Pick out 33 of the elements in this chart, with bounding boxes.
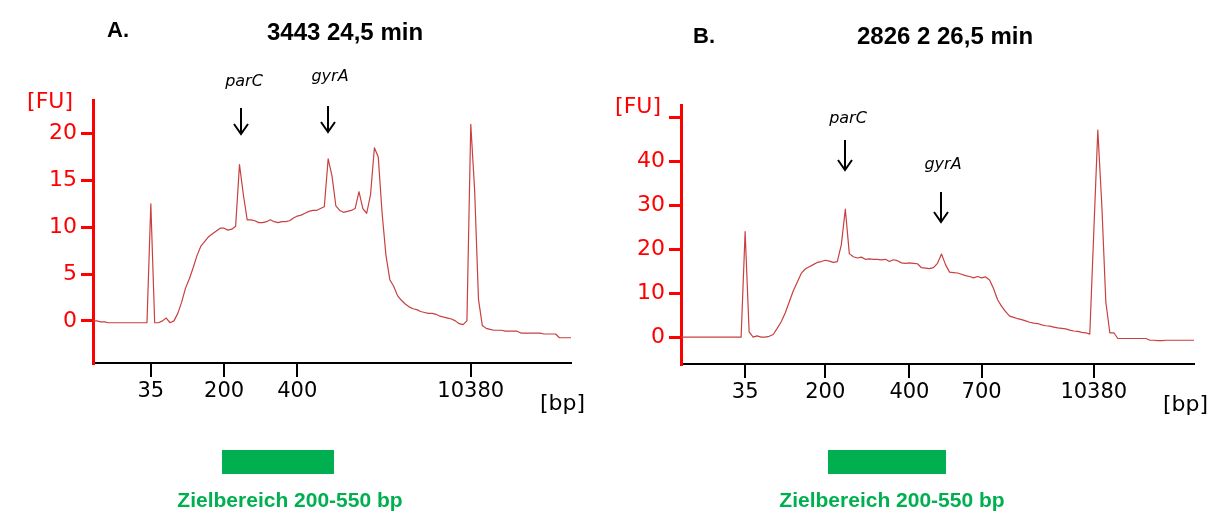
- y-tick-label: 20: [637, 234, 665, 260]
- y-axis-title: [FU]: [27, 87, 73, 113]
- x-tick-label: 400: [889, 379, 930, 404]
- x-tick-label: 10380: [1060, 379, 1128, 404]
- text: Zielbereich 200-550 bp: [177, 488, 403, 512]
- text: Zielbereich 200-550 bp: [779, 488, 1005, 512]
- y-tick-label: 0: [651, 322, 665, 348]
- x-tick-label: 200: [204, 378, 245, 403]
- x-tick-label: 400: [277, 378, 318, 403]
- y-tick-label: 40: [637, 147, 665, 172]
- x-axis-title: [bp]: [1162, 390, 1208, 416]
- x-tick-label: 35: [731, 379, 759, 404]
- x-axis-title: [bp]: [539, 389, 585, 415]
- text: B.: [693, 23, 715, 49]
- x-tick-label: 35: [137, 378, 165, 403]
- y-axis-title: [FU]: [615, 92, 661, 118]
- annotation: parC: [829, 107, 867, 127]
- annotation: gyrA: [924, 153, 962, 173]
- chart-title: 2826 2 26,5 min: [856, 22, 1034, 50]
- x-tick-label: 200: [805, 379, 846, 404]
- text: gyrA: [311, 65, 349, 85]
- text: A.: [107, 17, 129, 43]
- x-tick-label: 10380: [437, 378, 505, 403]
- y-tick-label: 20: [49, 119, 77, 145]
- y-tick-label: 15: [49, 166, 77, 192]
- y-tick-label: 10: [637, 278, 665, 304]
- y-tick-label: 5: [63, 259, 77, 285]
- chart-title: 3443 24,5 min: [266, 18, 424, 46]
- y-tick-label: 10: [49, 213, 77, 239]
- y-tick-label: 0: [63, 306, 77, 332]
- x-tick-label: 700: [961, 379, 1002, 404]
- text: parC: [225, 70, 263, 90]
- y-tick-label: 30: [637, 190, 665, 216]
